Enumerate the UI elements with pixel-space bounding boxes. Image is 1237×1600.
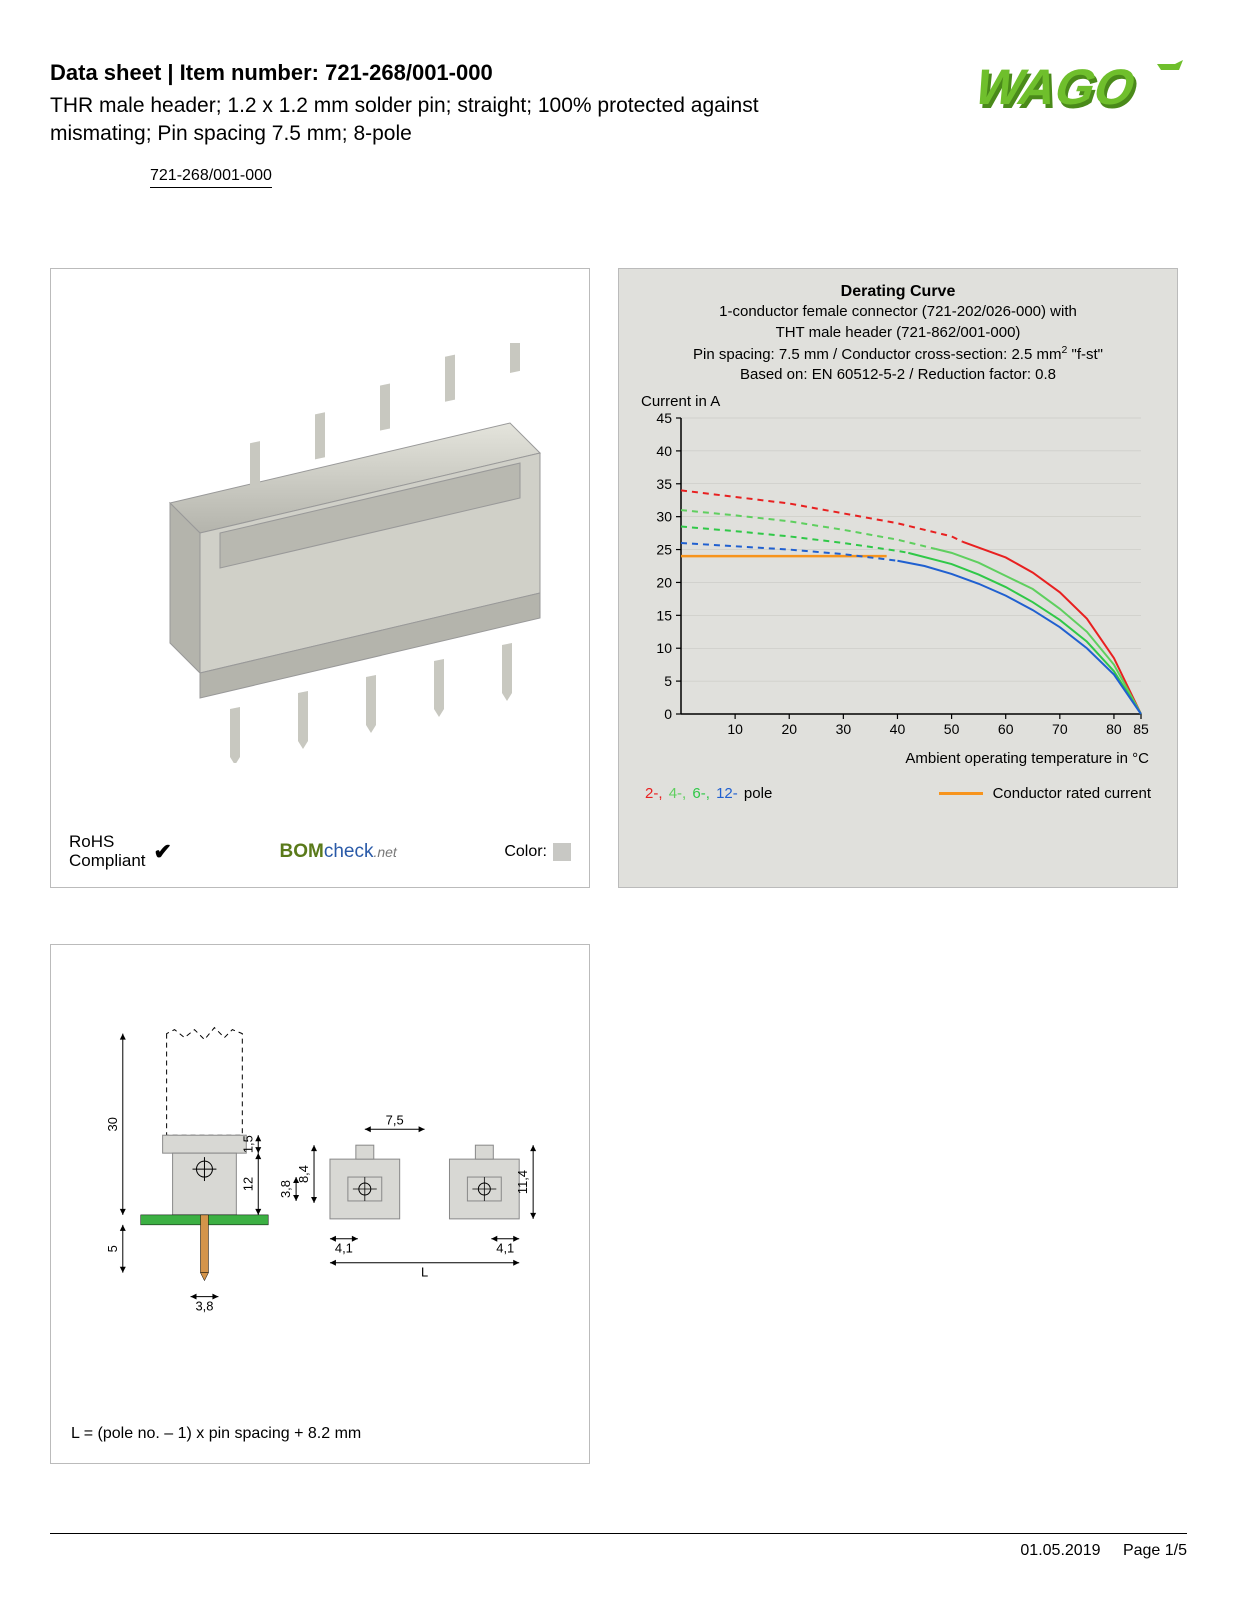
chart-subtitle-3: Based on: EN 60512-5-2 / Reduction facto… [637, 365, 1159, 385]
chart-legend: 2-, 4-, 6-, 12- pole Conductor rated cur… [637, 785, 1159, 802]
svg-text:4,1: 4,1 [496, 1240, 514, 1255]
derating-chart-panel: Derating Curve 1-conductor female connec… [618, 268, 1178, 888]
legend-4pole: 4-, [669, 785, 687, 802]
svg-text:3,8: 3,8 [195, 1298, 213, 1313]
drawing-caption: L = (pole no. – 1) x pin spacing + 8.2 m… [71, 1425, 569, 1443]
svg-text:35: 35 [656, 476, 672, 492]
bomcheck-part3: .net [373, 844, 396, 860]
legend-6pole: 6-, [692, 785, 710, 802]
logo-swoosh-icon [1157, 60, 1183, 70]
wago-logo-svg: WAGO WAGO [957, 60, 1187, 120]
technical-drawing-svg: 301,51253,87,58,43,811,44,14,1L [71, 1009, 569, 1369]
color-swatch [553, 843, 571, 861]
header: Data sheet | Item number: 721-268/001-00… [50, 60, 1187, 188]
svg-text:60: 60 [998, 721, 1014, 737]
color-indicator: Color: [504, 843, 571, 861]
svg-text:45: 45 [656, 412, 672, 426]
svg-text:7,5: 7,5 [386, 1112, 404, 1127]
legend-poles: 2-, 4-, 6-, 12- pole [645, 785, 774, 802]
svg-text:10: 10 [727, 721, 743, 737]
svg-text:30: 30 [836, 721, 852, 737]
rohs-line1: RoHS [69, 833, 146, 852]
drawing-panel: 301,51253,87,58,43,811,44,14,1L L = (pol… [50, 944, 590, 1464]
derating-chart-svg: 0 5 10 15 20 25 30 35 40 45 10 20 30 40 50 60 70 80 85 [637, 412, 1157, 742]
chart-title-block: Derating Curve 1-conductor female connec… [637, 281, 1159, 386]
svg-text:5: 5 [105, 1245, 120, 1252]
title-prefix: Data sheet | Item number: [50, 60, 325, 85]
svg-text:5: 5 [664, 673, 672, 689]
legend-2pole: 2-, [645, 785, 663, 802]
svg-text:70: 70 [1052, 721, 1068, 737]
product-panel: RoHS Compliant ✔ BOMcheck.net Color: [50, 268, 590, 888]
svg-text:4,1: 4,1 [335, 1240, 353, 1255]
svg-text:40: 40 [890, 721, 906, 737]
svg-text:3,8: 3,8 [278, 1180, 293, 1198]
product-image [63, 281, 577, 826]
chart-y-axis-label: Current in A [641, 393, 1159, 410]
chart-subtitle-1b: THT male header (721-862/001-000) [637, 323, 1159, 343]
wago-logo: WAGO WAGO [957, 60, 1187, 125]
bomcheck-part1: BOM [279, 841, 323, 862]
svg-text:0: 0 [664, 706, 672, 722]
chart-plot-area: 0 5 10 15 20 25 30 35 40 45 10 20 30 40 50 60 70 80 85 [637, 412, 1159, 746]
svg-text:20: 20 [656, 575, 672, 591]
svg-text:30: 30 [656, 509, 672, 525]
chart-subtitle-1a: 1-conductor female connector (721-202/02… [637, 302, 1159, 322]
svg-text:50: 50 [944, 721, 960, 737]
legend-conductor-label: Conductor rated current [993, 785, 1151, 802]
svg-text:30: 30 [105, 1117, 120, 1131]
chart-x-axis-label: Ambient operating temperature in °C [637, 750, 1159, 767]
svg-text:80: 80 [1106, 721, 1122, 737]
svg-text:15: 15 [656, 608, 672, 624]
rohs-compliant-badge: RoHS Compliant ✔ [69, 833, 172, 870]
chart-title: Derating Curve [637, 281, 1159, 303]
footer-date: 01.05.2019 [1020, 1542, 1100, 1559]
logo-main-text: WAGO [967, 60, 1143, 115]
page-subtitle: THR male header; 1.2 x 1.2 mm solder pin… [50, 92, 830, 149]
page-footer: 01.05.2019 Page 1/5 [50, 1533, 1187, 1560]
technical-drawing: 301,51253,87,58,43,811,44,14,1L [71, 965, 569, 1413]
panels-container: RoHS Compliant ✔ BOMcheck.net Color: Der… [50, 268, 1187, 1464]
svg-text:20: 20 [781, 721, 797, 737]
svg-text:12: 12 [240, 1177, 255, 1191]
item-number-link[interactable]: 721-268/001-000 [150, 167, 272, 188]
legend-12pole: 12- [716, 785, 738, 802]
svg-text:85: 85 [1133, 721, 1149, 737]
legend-poles-suffix: pole [744, 785, 772, 802]
chart-subtitle-2: Pin spacing: 7.5 mm / Conductor cross-se… [637, 343, 1159, 365]
svg-text:8,4: 8,4 [296, 1165, 311, 1183]
legend-conductor-line [939, 792, 983, 795]
product-footer: RoHS Compliant ✔ BOMcheck.net Color: [63, 825, 577, 874]
page-title: Data sheet | Item number: 721-268/001-00… [50, 60, 830, 86]
svg-text:1,5: 1,5 [240, 1135, 255, 1153]
svg-text:L: L [421, 1264, 428, 1279]
footer-page: Page 1/5 [1123, 1542, 1187, 1559]
svg-text:25: 25 [656, 542, 672, 558]
legend-conductor: Conductor rated current [939, 785, 1151, 802]
checkmark-icon: ✔ [154, 840, 172, 864]
svg-text:40: 40 [656, 443, 672, 459]
connector-illustration [70, 343, 570, 763]
svg-text:10: 10 [656, 641, 672, 657]
rohs-line2: Compliant [69, 852, 146, 871]
connector-side-face [170, 503, 200, 673]
svg-text:11,4: 11,4 [515, 1170, 530, 1194]
title-item-number: 721-268/001-000 [325, 60, 493, 85]
color-label: Color: [504, 843, 547, 861]
bomcheck-logo: BOMcheck.net [279, 841, 396, 863]
bomcheck-part2: check [324, 841, 374, 862]
header-text-block: Data sheet | Item number: 721-268/001-00… [50, 60, 830, 188]
